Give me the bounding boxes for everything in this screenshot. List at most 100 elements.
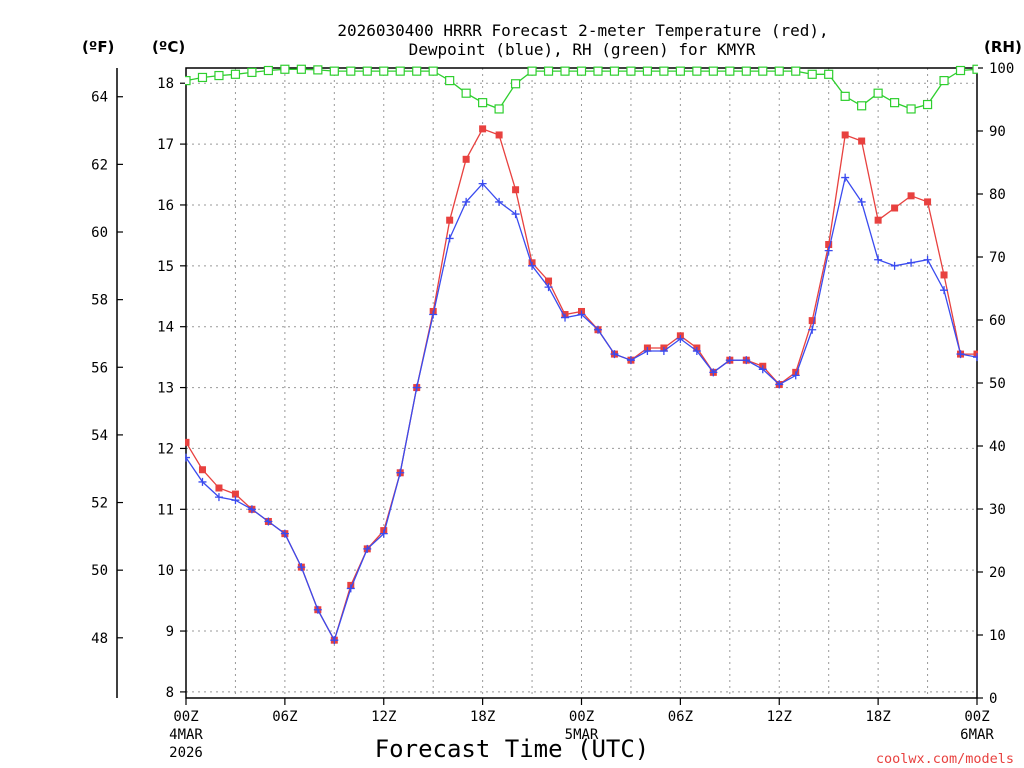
dewpoint-point — [429, 310, 438, 319]
dewpoint-point — [412, 383, 421, 392]
rh-point — [379, 66, 389, 76]
rh-tick-label: 90 — [989, 124, 1006, 140]
fahrenheit-tick-label: 58 — [91, 293, 108, 309]
grid — [186, 68, 977, 698]
fahrenheit-tick-label: 56 — [91, 360, 108, 376]
rh-point — [626, 66, 636, 76]
x-tick-label: 00Z — [569, 709, 594, 725]
rh-point — [247, 67, 257, 78]
dewpoint-point — [643, 347, 652, 356]
rh-point — [280, 64, 290, 74]
source-credit: coolwx.com/models — [876, 751, 1014, 767]
rh-tick-label: 30 — [989, 502, 1006, 518]
fahrenheit-tick-label: 52 — [91, 496, 108, 512]
dewpoint-point — [874, 255, 883, 264]
dewpoint-point — [857, 197, 866, 206]
x-tick-date-label: 5MAR — [565, 727, 599, 743]
dewpoint-point — [692, 347, 701, 356]
fahrenheit-tick-label: 54 — [91, 428, 108, 444]
series — [185, 64, 978, 645]
temperature-point — [973, 350, 978, 358]
dewpoint-point — [956, 350, 965, 359]
rh-tick-label: 100 — [989, 61, 1014, 77]
celsius-unit-label: (ºC) — [152, 38, 185, 56]
chart-subtitle: Dewpoint (blue), RH (green) for KMYR — [409, 40, 756, 59]
dewpoint-point — [610, 350, 619, 359]
rh-point — [362, 66, 372, 76]
dewpoint-point — [544, 283, 553, 292]
fahrenheit-unit-label: (ºF) — [82, 38, 114, 56]
series-line-temperature — [185, 128, 977, 642]
x-axis-label: Forecast Time (UTC) — [375, 735, 650, 763]
temperature-point — [940, 271, 948, 279]
rh-point — [214, 70, 224, 81]
rh-point — [296, 64, 306, 74]
dewpoint-point — [890, 261, 899, 270]
x-tick-date-label: 4MAR — [169, 727, 203, 743]
rh-tick-label: 70 — [989, 250, 1006, 266]
dewpoint-point — [363, 544, 372, 553]
x-tick-label: 18Z — [470, 709, 495, 725]
celsius-tick-label: 12 — [157, 441, 174, 457]
x-tick-label: 18Z — [865, 709, 890, 725]
temperature-point — [924, 198, 932, 206]
temperature-point — [874, 216, 882, 224]
dewpoint-point — [973, 353, 978, 362]
temperature-point — [808, 317, 816, 325]
dewpoint-point — [330, 636, 339, 645]
celsius-tick-label: 8 — [166, 685, 174, 701]
rh-point — [758, 66, 768, 76]
chart-title: 2026030400 HRRR Forecast 2-meter Tempera… — [337, 21, 828, 40]
temperature-point — [512, 186, 520, 194]
celsius-tick-label: 10 — [157, 563, 174, 579]
x-tick-label: 00Z — [964, 709, 989, 725]
rh-tick-label: 0 — [989, 691, 997, 707]
rh-point — [955, 65, 966, 76]
temperature-point — [185, 438, 190, 446]
rh-point — [412, 66, 422, 76]
rh-point — [527, 66, 537, 76]
dewpoint-point — [495, 197, 504, 206]
fahrenheit-tick-label: 48 — [91, 631, 108, 647]
rh-tick-label: 10 — [989, 628, 1006, 644]
fahrenheit-tick-label: 50 — [91, 563, 108, 579]
rh-point — [890, 98, 900, 108]
temperature-point — [446, 216, 454, 224]
rh-tick-label: 80 — [989, 187, 1006, 203]
dewpoint-point — [824, 246, 833, 255]
temperature-point — [231, 490, 239, 498]
temperature-point — [841, 131, 849, 139]
series-temperature — [185, 125, 978, 644]
x-tick-year-label: 2026 — [169, 745, 203, 761]
dewpoint-point — [264, 517, 273, 526]
dewpoint-point — [185, 453, 190, 462]
dewpoint-point — [379, 529, 388, 538]
x-tick-label: 06Z — [272, 709, 297, 725]
dewpoint-point — [791, 371, 800, 380]
rh-point — [840, 91, 850, 101]
rh-point — [659, 66, 669, 76]
dewpoint-point — [445, 234, 454, 243]
temperature-point — [545, 277, 553, 285]
dewpoint-point — [808, 325, 817, 334]
dewpoint-point — [511, 210, 520, 219]
x-tick-label: 06Z — [668, 709, 693, 725]
rh-point — [692, 66, 702, 76]
rh-point — [329, 66, 339, 76]
rh-point — [857, 101, 867, 111]
rh-tick-label: 20 — [989, 565, 1006, 581]
dewpoint-point — [659, 347, 668, 356]
tick-labels: 8 9 10 11 12 13 14 15 16 17 18 48 50 52 54 56 58 60 62 64 0 1… — [91, 61, 1014, 761]
rh-tick-label: 50 — [989, 376, 1006, 392]
rh-point — [197, 72, 208, 83]
rh-unit-label: (RH) — [984, 38, 1022, 56]
rh-point — [346, 66, 356, 76]
dewpoint-point — [528, 261, 537, 270]
rh-point — [543, 66, 554, 76]
dewpoint-point — [313, 605, 322, 614]
rh-point — [741, 66, 751, 76]
rh-point — [313, 65, 323, 75]
rh-point — [510, 79, 521, 89]
rh-tick-label: 60 — [989, 313, 1006, 329]
rh-point — [263, 65, 273, 76]
